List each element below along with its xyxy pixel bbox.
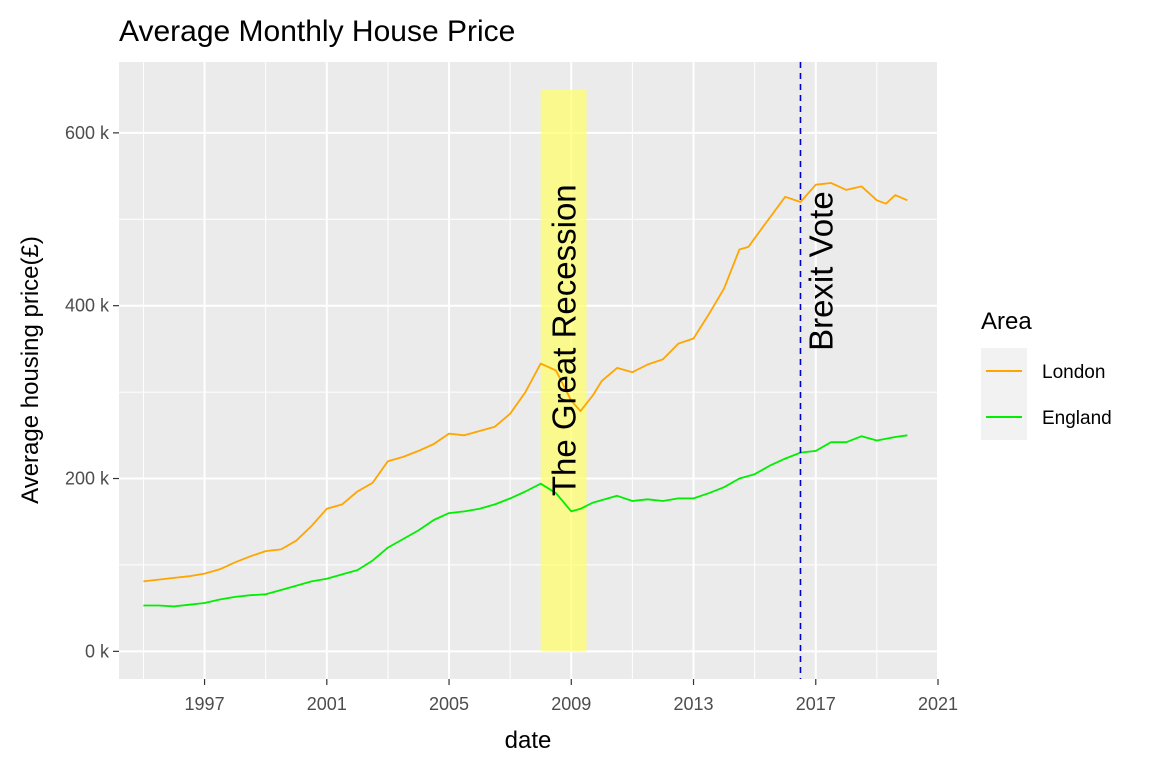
brexit-vote-label: Brexit Vote [802,191,839,351]
y-tick-label: 0 k [85,641,110,661]
chart-title: Average Monthly House Price [119,15,515,48]
y-tick-label: 400 k [65,296,110,316]
y-axis-title: Average housing price(£) [17,236,44,504]
recession-band [540,89,587,652]
x-axis-title: date [505,727,552,754]
x-tick-label: 2001 [307,694,347,714]
minor-gridlines [119,62,938,679]
series-line-england [143,434,908,608]
plot-panel [119,62,938,679]
x-tick-label: 2009 [551,694,591,714]
x-tick-label: 2005 [429,694,469,714]
x-tick-label: 2013 [673,694,713,714]
legend-label-england: England [1042,408,1112,429]
recession-band-layer [540,89,587,652]
x-axis: 1997 2001 2005 2009 2013 2017 2021 [185,679,958,714]
legend-label-london: London [1042,362,1105,383]
x-tick-label: 2021 [918,694,958,714]
series-lines [143,182,908,608]
series-line-london [143,182,908,583]
y-tick-label: 600 k [65,123,110,143]
x-tick-label: 1997 [185,694,225,714]
y-axis: 0 k 200 k 400 k 600 k [65,123,119,661]
annotation-labels: The Great Recession Brexit Vote [546,184,840,496]
great-recession-label: The Great Recession [546,184,583,496]
legend-title: Area [981,308,1032,335]
x-tick-label: 2017 [796,694,836,714]
y-tick-label: 200 k [65,469,110,489]
legend: Area London England [981,308,1112,440]
